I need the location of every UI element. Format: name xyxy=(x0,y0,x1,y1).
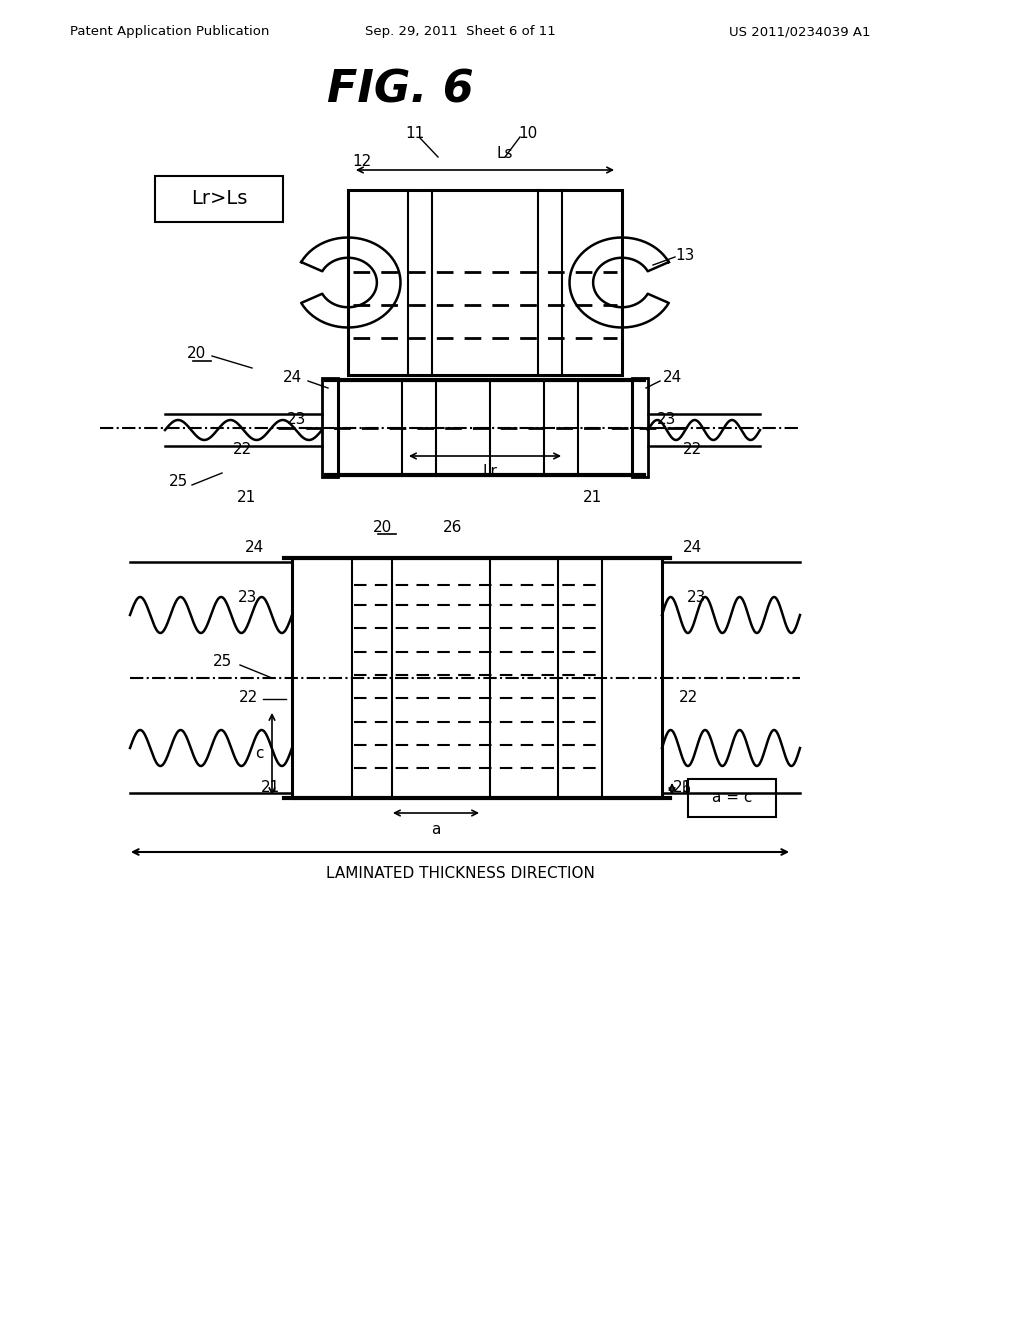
Text: FIG. 6: FIG. 6 xyxy=(327,69,473,111)
Bar xyxy=(292,558,662,799)
Text: 24: 24 xyxy=(245,540,263,556)
Text: 23: 23 xyxy=(288,412,306,428)
Bar xyxy=(338,380,632,475)
Text: 23: 23 xyxy=(239,590,258,606)
Text: 11: 11 xyxy=(406,125,425,140)
Text: b: b xyxy=(682,781,690,796)
Bar xyxy=(348,190,622,375)
Text: LAMINATED THICKNESS DIRECTION: LAMINATED THICKNESS DIRECTION xyxy=(326,866,595,882)
Bar xyxy=(688,779,776,817)
Text: Sep. 29, 2011  Sheet 6 of 11: Sep. 29, 2011 Sheet 6 of 11 xyxy=(365,25,555,38)
Text: 20: 20 xyxy=(187,346,207,360)
Text: 23: 23 xyxy=(657,412,677,428)
Text: 12: 12 xyxy=(352,154,372,169)
Bar xyxy=(322,378,338,477)
Text: 24: 24 xyxy=(663,371,682,385)
Text: 22: 22 xyxy=(239,690,258,705)
Text: 24: 24 xyxy=(682,540,701,556)
Text: 25: 25 xyxy=(212,655,231,669)
Text: Lr>Ls: Lr>Ls xyxy=(190,190,247,209)
Text: 22: 22 xyxy=(233,442,253,458)
Text: 21: 21 xyxy=(260,780,280,796)
Polygon shape xyxy=(301,238,400,327)
Bar xyxy=(155,176,283,222)
Text: c: c xyxy=(256,747,264,762)
Text: Lr: Lr xyxy=(482,465,498,479)
Text: 23: 23 xyxy=(687,590,707,606)
Text: 22: 22 xyxy=(678,690,697,705)
Text: 21: 21 xyxy=(673,780,691,796)
Text: 22: 22 xyxy=(682,442,701,458)
Bar xyxy=(632,378,648,477)
Text: a: a xyxy=(431,821,440,837)
Text: 21: 21 xyxy=(238,491,257,506)
Polygon shape xyxy=(569,238,669,327)
Text: 21: 21 xyxy=(583,491,602,506)
Text: 20: 20 xyxy=(373,520,391,535)
Text: 26: 26 xyxy=(443,520,463,535)
Text: Ls: Ls xyxy=(497,147,513,161)
Text: 13: 13 xyxy=(675,248,694,263)
Text: 10: 10 xyxy=(518,125,538,140)
Text: 25: 25 xyxy=(168,474,187,490)
Text: a = c: a = c xyxy=(712,791,753,805)
Text: 24: 24 xyxy=(283,371,302,385)
Text: US 2011/0234039 A1: US 2011/0234039 A1 xyxy=(729,25,870,38)
Text: Patent Application Publication: Patent Application Publication xyxy=(71,25,269,38)
